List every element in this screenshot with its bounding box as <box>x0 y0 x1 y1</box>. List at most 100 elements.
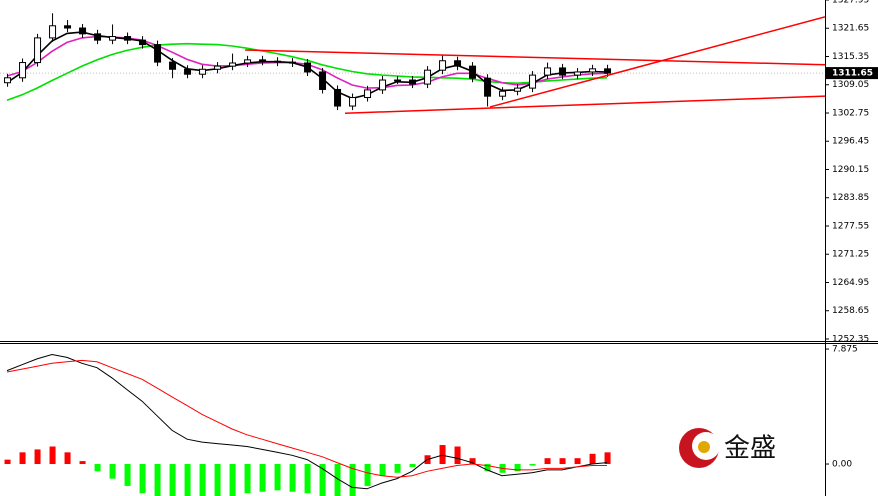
candle-body <box>274 60 282 63</box>
candle-body <box>484 77 492 97</box>
candle-body <box>334 88 342 107</box>
y-tick-label: 1327.95 <box>832 0 869 6</box>
histogram-bar <box>94 464 101 472</box>
histogram-bar <box>214 464 221 496</box>
histogram-bar <box>229 464 236 496</box>
candle-body <box>499 90 507 97</box>
histogram-bar <box>469 458 476 465</box>
histogram-bar <box>79 461 86 465</box>
histogram-bar <box>154 464 161 496</box>
candle-body <box>154 44 162 63</box>
trendline <box>245 49 825 66</box>
y-tick-label: 1290.15 <box>832 165 869 175</box>
candle-body <box>424 69 432 85</box>
y-tick-label: 1277.55 <box>832 221 869 231</box>
y-tick-label: 7.875 <box>832 345 858 355</box>
histogram-bar <box>409 464 416 467</box>
histogram-bar <box>454 446 461 465</box>
candle-body <box>19 62 27 79</box>
candle-body <box>124 36 132 41</box>
histogram-bar <box>304 464 311 494</box>
candle-body <box>64 25 72 29</box>
y-tick-label: 1283.85 <box>832 193 869 203</box>
candle-body <box>4 77 12 84</box>
histogram-bar <box>319 464 326 496</box>
y-tick-label: 1264.95 <box>832 278 869 288</box>
candle-body <box>319 71 327 90</box>
histogram-bar <box>184 464 191 496</box>
histogram-bar <box>124 464 131 486</box>
candle-body <box>199 68 207 75</box>
price-panel <box>0 13 825 114</box>
macd-line <box>6 353 608 490</box>
candle-body <box>514 87 522 92</box>
candle-body <box>379 79 387 91</box>
histogram-bar <box>49 446 56 465</box>
y-tick-label: 1252.35 <box>832 334 869 344</box>
y-tick-label: 1296.45 <box>832 137 869 147</box>
histogram-bar <box>379 464 386 476</box>
histogram-bar <box>559 458 566 465</box>
histogram-bar <box>64 452 71 465</box>
histogram-bar <box>259 464 266 492</box>
candle-body <box>214 65 222 70</box>
candle-body <box>169 61 177 70</box>
histogram-bar <box>244 464 251 494</box>
candle-body <box>229 62 237 67</box>
logo-dot <box>698 441 710 453</box>
histogram-bar <box>289 464 296 492</box>
candle-body <box>34 37 42 64</box>
candle-body <box>559 67 567 76</box>
trendline <box>344 95 825 114</box>
histogram-bar <box>109 464 116 479</box>
candle-body <box>364 89 372 99</box>
candle-body <box>289 61 297 64</box>
y-tick-label: 1271.25 <box>832 250 869 260</box>
histogram-bar <box>34 449 41 465</box>
candle-body <box>439 60 447 71</box>
candle-body <box>544 67 552 76</box>
watermark: 金盛 <box>724 434 776 464</box>
candle-body <box>529 74 537 89</box>
candle-body <box>304 62 312 73</box>
candle-body <box>109 36 117 41</box>
y-tick-label: 1258.65 <box>832 306 869 316</box>
histogram-bar <box>529 464 536 466</box>
candle-body <box>94 33 102 41</box>
candle-body <box>139 39 147 46</box>
y-tick-label: 1321.65 <box>832 24 869 34</box>
histogram-bar <box>199 464 206 496</box>
candle-body <box>244 59 252 64</box>
candle-body <box>469 65 477 79</box>
candle-body <box>349 97 357 107</box>
macd-panel <box>4 353 611 496</box>
histogram-bar <box>589 453 596 465</box>
candle-body <box>79 27 87 35</box>
candle-body <box>259 59 267 62</box>
histogram-bar <box>364 464 371 486</box>
candle-body <box>454 60 462 67</box>
histogram-bar <box>4 459 11 465</box>
y-tick-label: 0.00 <box>832 460 852 470</box>
candle-body <box>574 71 582 76</box>
histogram-bar <box>169 464 176 496</box>
y-tick-label: 1315.35 <box>832 52 869 62</box>
histogram-bar <box>574 458 581 465</box>
candle-body <box>184 68 192 75</box>
histogram-bar <box>349 464 356 496</box>
last-price-label: 1311.65 <box>832 69 873 79</box>
trendline <box>489 16 825 108</box>
macd-line <box>6 359 607 478</box>
histogram-bar <box>484 464 491 472</box>
histogram-bar <box>334 464 341 496</box>
histogram-bar <box>139 464 146 494</box>
candle-body <box>394 79 402 82</box>
candle-body <box>49 25 57 39</box>
histogram-bar <box>439 445 446 465</box>
histogram-bar <box>604 452 611 465</box>
last-price-box <box>826 67 878 80</box>
candle-body <box>604 68 612 74</box>
